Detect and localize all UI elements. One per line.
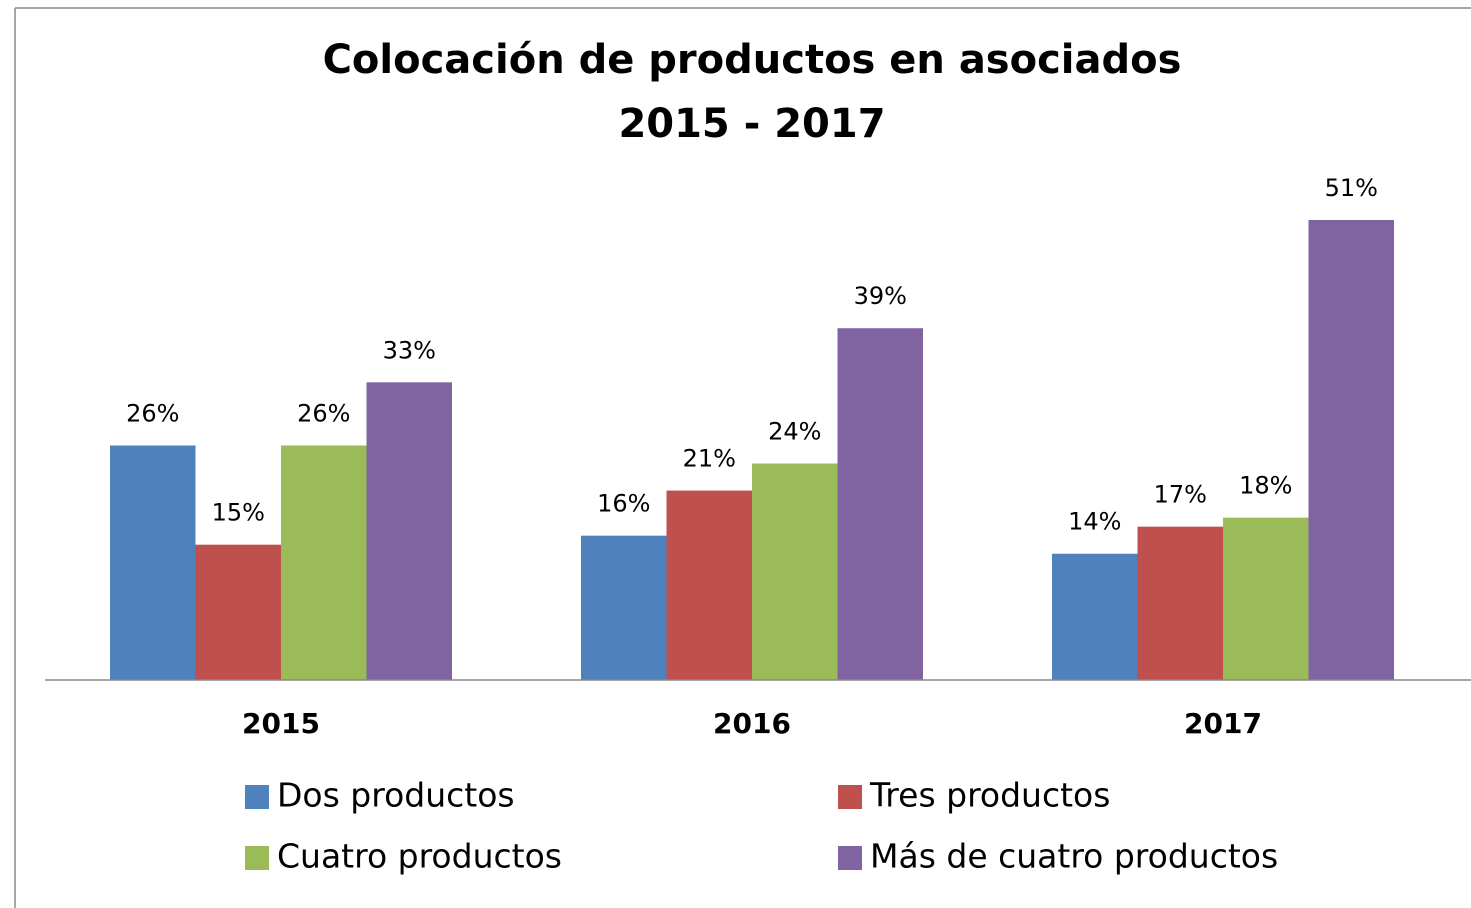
legend-swatch <box>245 785 269 809</box>
legend-swatch <box>245 846 269 870</box>
chart-title: Colocación de productos en asociados <box>323 37 1182 83</box>
bar <box>195 544 281 680</box>
x-tick-label: 2017 <box>1184 707 1262 740</box>
data-label: 17% <box>1154 481 1207 509</box>
legend-label: Dos productos <box>277 776 515 815</box>
data-label: 26% <box>297 399 350 427</box>
bar <box>1137 526 1223 680</box>
legend-swatch <box>838 846 862 870</box>
bar <box>1308 219 1394 681</box>
data-label: 33% <box>383 336 436 364</box>
x-tick-label: 2016 <box>713 707 791 740</box>
data-label: 51% <box>1325 174 1378 202</box>
data-label: 18% <box>1239 472 1292 500</box>
data-label: 21% <box>683 445 736 473</box>
data-label: 15% <box>212 499 265 527</box>
bar <box>837 328 923 680</box>
bar <box>1223 517 1309 680</box>
bar <box>666 490 752 680</box>
data-label: 26% <box>126 399 179 427</box>
bar <box>281 445 367 680</box>
data-label: 39% <box>854 282 907 310</box>
chart-subtitle: 2015 - 2017 <box>618 101 885 147</box>
bar <box>581 535 667 680</box>
data-label: 24% <box>768 418 821 446</box>
x-tick-label: 2015 <box>242 707 320 740</box>
legend-label: Tres productos <box>869 776 1110 815</box>
legend-swatch <box>838 785 862 809</box>
data-label: 14% <box>1068 508 1121 536</box>
bar <box>366 382 452 680</box>
legend-label: Más de cuatro productos <box>870 837 1278 876</box>
legend-label: Cuatro productos <box>277 837 562 876</box>
bar <box>110 445 196 680</box>
bar <box>1052 553 1138 680</box>
bar <box>752 463 838 680</box>
data-label: 16% <box>597 490 650 518</box>
